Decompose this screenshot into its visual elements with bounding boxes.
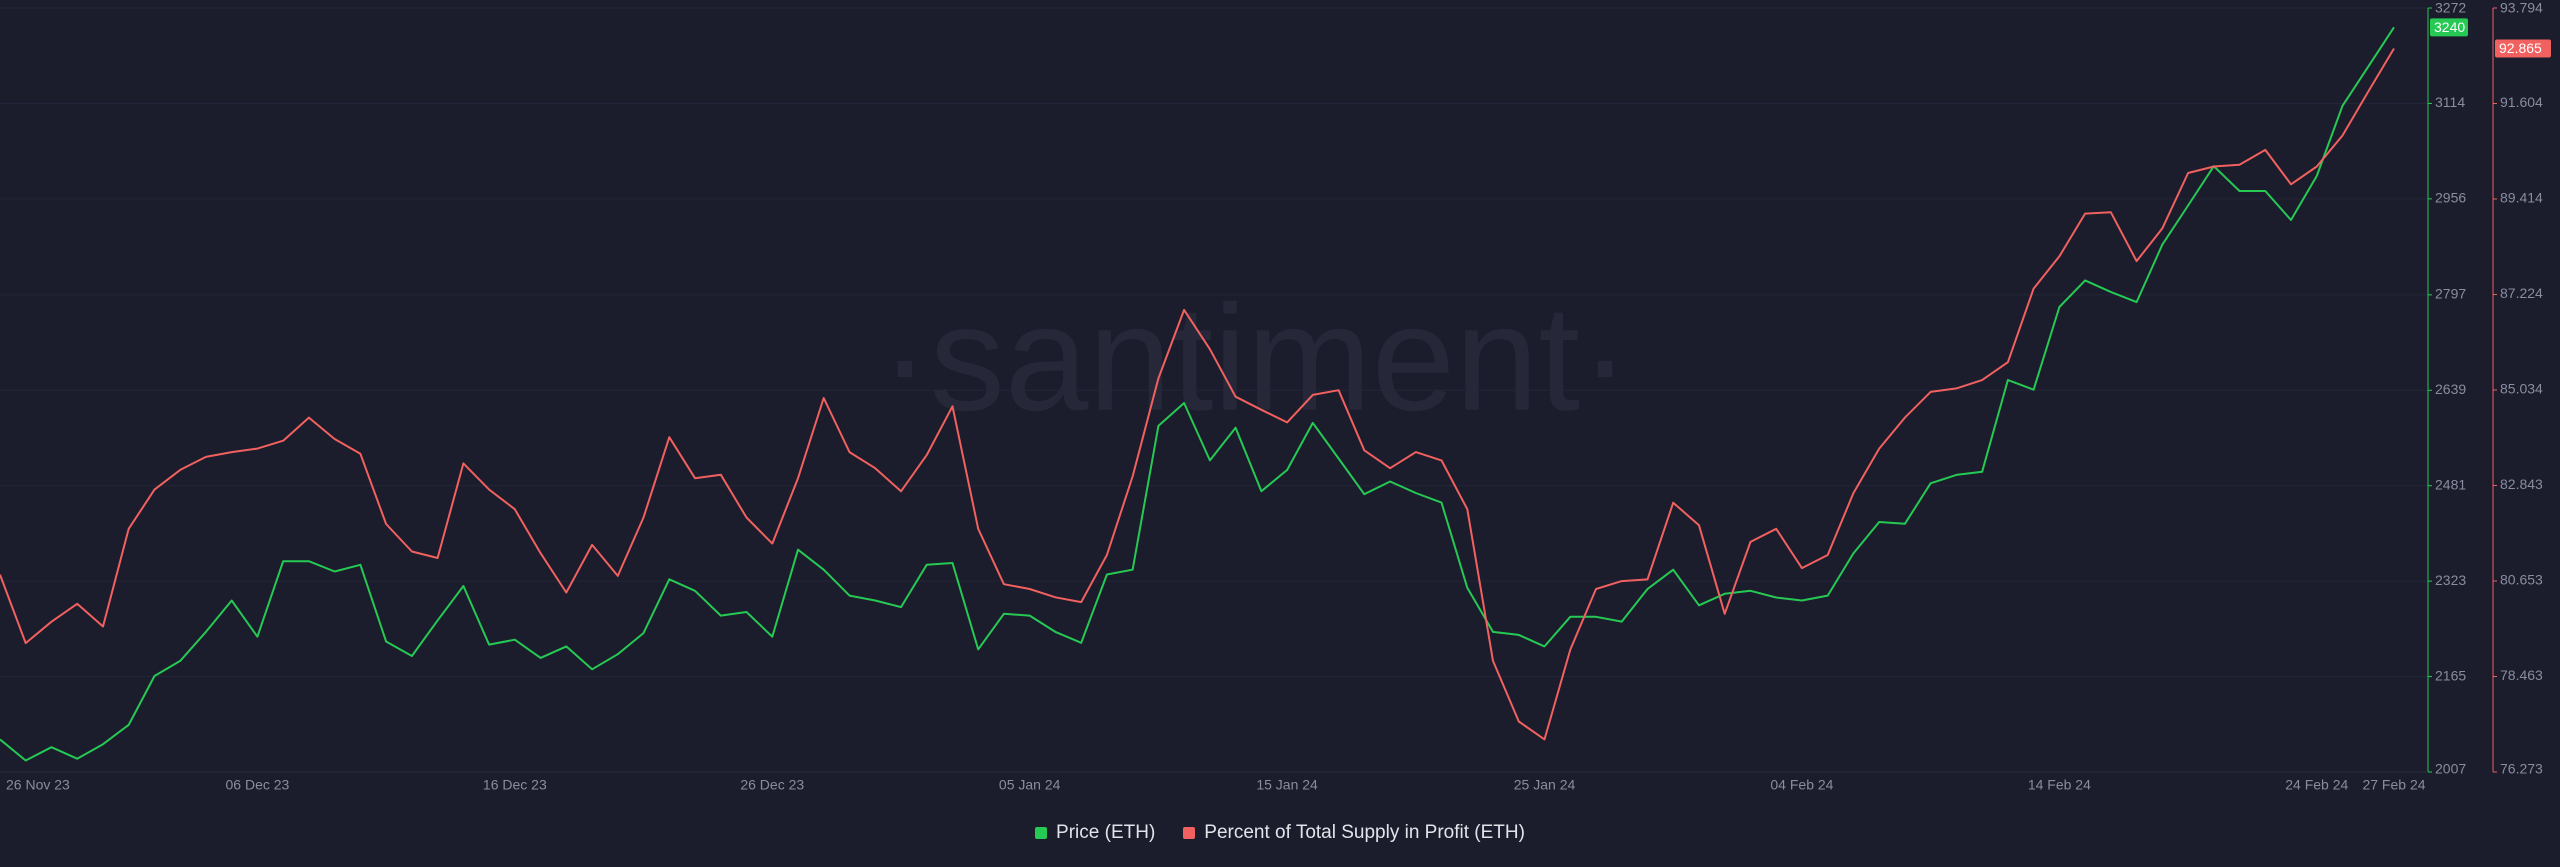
legend-label: Price (ETH): [1056, 822, 1156, 843]
y-tick-label: 2481: [2435, 476, 2466, 492]
last-value-label: 3240: [2434, 19, 2465, 35]
x-tick-label: 04 Feb 24: [1770, 777, 1833, 793]
y2-tick-label: 93.794: [2500, 0, 2543, 16]
last-value-label: 92.865: [2499, 40, 2542, 56]
x-tick-label: 16 Dec 23: [483, 777, 547, 793]
series-line: [0, 47, 2395, 741]
y2-tick-label: 85.034: [2500, 381, 2543, 397]
x-tick-label: 15 Jan 24: [1256, 777, 1318, 793]
last-value-badge: 92.865: [2495, 39, 2551, 58]
y2-tick-label: 89.414: [2500, 190, 2543, 206]
last-value-badge: 3240: [2430, 18, 2468, 37]
y2-tick-label: 82.843: [2500, 476, 2543, 492]
y-tick-label: 2165: [2435, 667, 2466, 683]
y-tick-label: 3272: [2435, 0, 2466, 16]
y-tick-label: 3114: [2435, 94, 2465, 110]
legend: Price (ETH) Percent of Total Supply in Pr…: [0, 818, 2560, 848]
watermark: ·santiment·: [880, 274, 1630, 442]
legend-swatch: [1035, 827, 1048, 839]
x-tick-label: 14 Feb 24: [2028, 777, 2091, 793]
legend-item[interactable]: Percent of Total Supply in Profit (ETH): [1183, 822, 1525, 844]
x-tick-label: 27 Feb 24: [2362, 777, 2425, 793]
x-tick-label: 05 Jan 24: [999, 777, 1061, 793]
legend-label: Percent of Total Supply in Profit (ETH): [1204, 822, 1525, 843]
y-tick-label: 2797: [2435, 286, 2466, 302]
y2-tick-label: 91.604: [2500, 94, 2543, 110]
y2-tick-label: 87.224: [2500, 285, 2543, 301]
y-tick-label: 2323: [2435, 572, 2466, 588]
y2-tick-label: 78.463: [2500, 667, 2543, 683]
badge-bg: [2430, 18, 2468, 37]
y-tick-label: 2956: [2435, 190, 2466, 206]
y2-tick-label: 76.273: [2500, 761, 2543, 777]
x-tick-label: 25 Jan 24: [1514, 777, 1576, 793]
x-tick-label: 24 Feb 24: [2285, 777, 2348, 793]
x-tick-label: 06 Dec 23: [226, 777, 290, 793]
legend-item[interactable]: Price (ETH): [1035, 822, 1155, 844]
y-tick-label: 2007: [2435, 761, 2466, 777]
y-tick-label: 2639: [2435, 381, 2466, 397]
badge-bg: [2495, 39, 2551, 58]
series-line: [0, 26, 2395, 762]
x-tick-label: 26 Nov 23: [6, 777, 70, 793]
x-tick-label: 26 Dec 23: [740, 777, 804, 793]
y2-tick-label: 80.653: [2500, 572, 2543, 588]
legend-swatch: [1183, 827, 1196, 839]
